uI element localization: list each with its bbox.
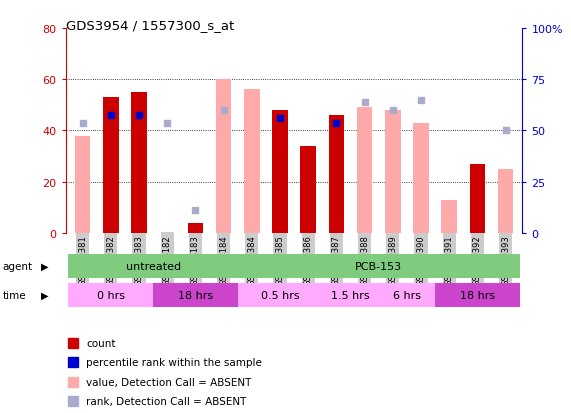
Bar (441, 200, 457, 233)
Text: 6 hrs: 6 hrs (393, 290, 421, 300)
Bar (103, 98, 119, 233)
Text: GDS3954 / 1557300_s_at: GDS3954 / 1557300_s_at (66, 19, 234, 31)
Bar (498, 169, 513, 233)
Bar (244, 90, 260, 233)
FancyBboxPatch shape (322, 283, 379, 308)
Text: count: count (86, 338, 116, 348)
Bar (385, 111, 400, 233)
Text: ▶: ▶ (41, 261, 49, 271)
Text: value, Detection Call = ABSENT: value, Detection Call = ABSENT (86, 377, 252, 387)
Text: untreated: untreated (126, 261, 180, 271)
FancyBboxPatch shape (69, 254, 238, 279)
Bar (469, 164, 485, 233)
FancyBboxPatch shape (238, 254, 520, 279)
FancyBboxPatch shape (153, 283, 238, 308)
Text: 18 hrs: 18 hrs (178, 290, 213, 300)
FancyBboxPatch shape (69, 283, 153, 308)
FancyBboxPatch shape (238, 283, 322, 308)
Text: 18 hrs: 18 hrs (460, 290, 495, 300)
Bar (131, 93, 147, 233)
Text: time: time (3, 290, 26, 300)
Bar (188, 223, 203, 233)
Text: percentile rank within the sample: percentile rank within the sample (86, 357, 262, 367)
Text: rank, Detection Call = ABSENT: rank, Detection Call = ABSENT (86, 396, 247, 406)
Bar (328, 116, 344, 233)
Bar (272, 111, 288, 233)
Text: 1.5 hrs: 1.5 hrs (331, 290, 370, 300)
Text: ▶: ▶ (41, 290, 49, 300)
Text: 0.5 hrs: 0.5 hrs (260, 290, 299, 300)
Bar (413, 123, 429, 233)
Text: PCB-153: PCB-153 (355, 261, 402, 271)
Text: agent: agent (3, 261, 33, 271)
Bar (216, 80, 231, 233)
Bar (300, 147, 316, 233)
Text: 0 hrs: 0 hrs (96, 290, 125, 300)
Bar (75, 136, 90, 233)
Bar (357, 108, 372, 233)
FancyBboxPatch shape (435, 283, 520, 308)
FancyBboxPatch shape (379, 283, 435, 308)
